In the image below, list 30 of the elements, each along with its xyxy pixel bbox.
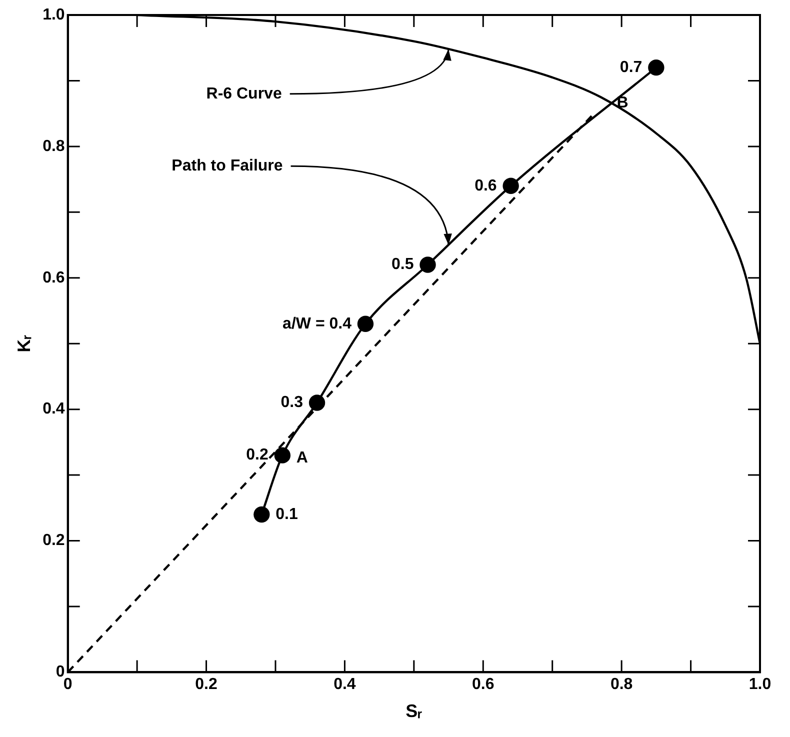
point — [308, 394, 326, 411]
point — [254, 506, 270, 523]
annotation: A — [296, 450, 308, 467]
annotation: 0.3 — [280, 394, 304, 412]
x-tick-label: 0.8 — [610, 676, 633, 694]
x-axis-title: Sᵣ — [406, 701, 423, 722]
y-axis-title: Kᵣ — [14, 334, 34, 352]
x-tick-label: 0.4 — [334, 676, 356, 694]
annotation: Path to Failure — [172, 158, 283, 175]
point — [274, 447, 291, 464]
annotation: 0.7 — [620, 58, 642, 76]
point — [502, 178, 519, 194]
annotation: a/W = 0.4 — [282, 315, 352, 332]
y-tick-label: 0.4 — [42, 400, 65, 418]
y-tick-label: 0 — [56, 664, 65, 681]
annotation: 0.1 — [276, 506, 298, 523]
annotation: 0.2 — [246, 446, 269, 464]
point — [648, 59, 664, 76]
x-tick-label: 1.0 — [748, 676, 772, 694]
x-tick-label: 0.6 — [472, 676, 494, 694]
y-tick-label: 0.8 — [42, 138, 65, 155]
point — [420, 256, 436, 273]
x-tick-label: 0.2 — [195, 676, 218, 694]
y-tick-label: 0.6 — [42, 269, 65, 286]
annotation: 0.6 — [474, 177, 497, 194]
annotation: 0.5 — [392, 256, 414, 274]
point — [357, 316, 374, 332]
y-tick-label: 1.0 — [42, 6, 65, 24]
annotation: R-6 Curve — [206, 85, 282, 102]
y-tick-label: 0.2 — [42, 532, 65, 550]
